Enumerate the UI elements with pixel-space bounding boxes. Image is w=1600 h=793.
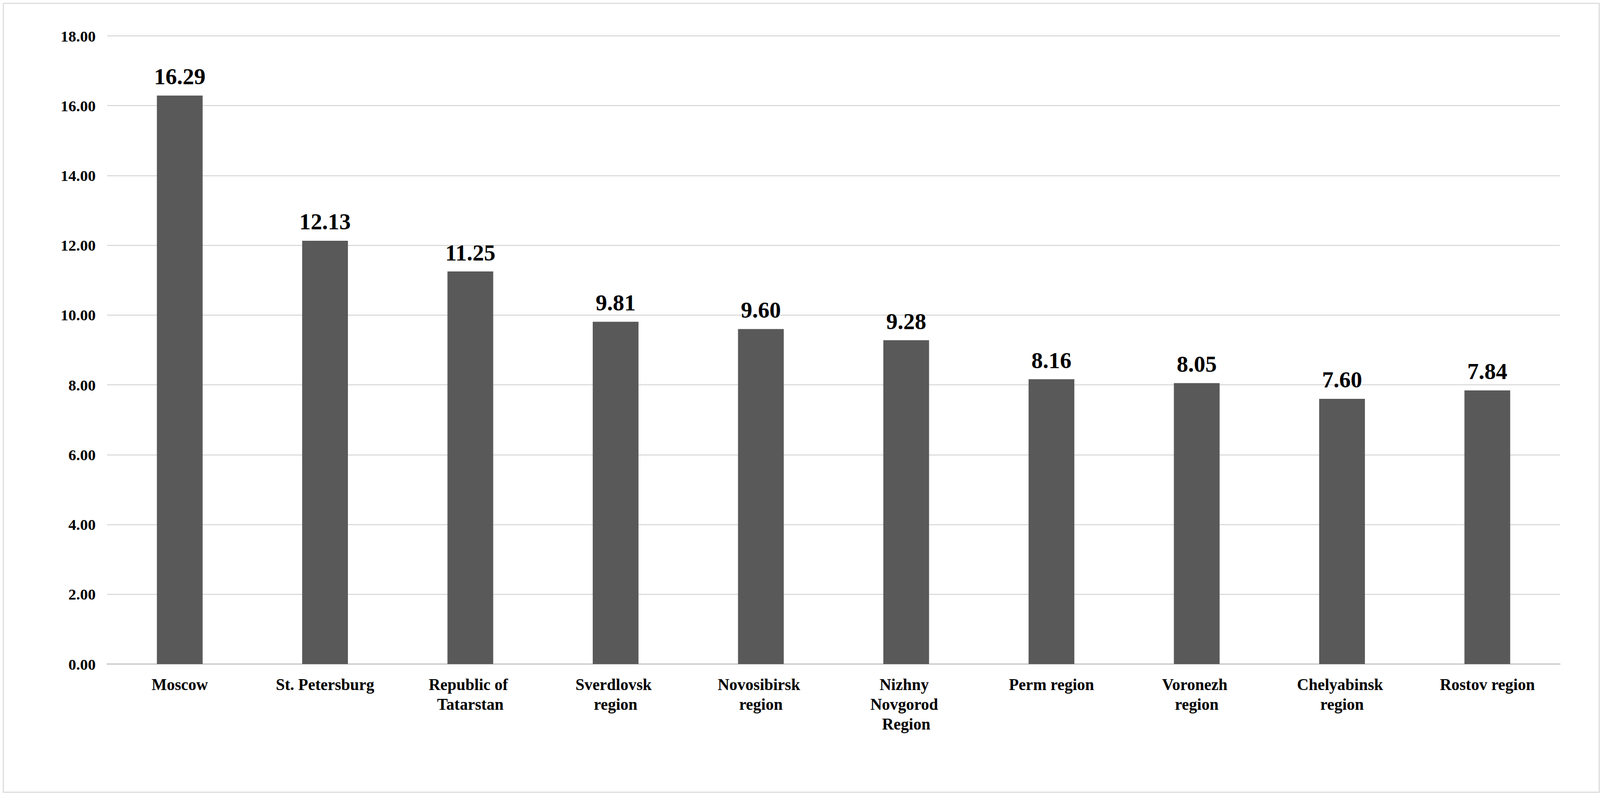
svg-text:Perm region: Perm region xyxy=(1008,675,1095,694)
svg-text:6.00: 6.00 xyxy=(68,446,97,464)
svg-text:7.84: 7.84 xyxy=(1467,358,1508,385)
svg-text:8.05: 8.05 xyxy=(1176,351,1217,377)
svg-text:16.29: 16.29 xyxy=(153,63,206,90)
svg-text:2.00: 2.00 xyxy=(68,585,97,603)
svg-text:Voronezh: Voronezh xyxy=(1162,675,1232,694)
svg-text:Sverdlovsk: Sverdlovsk xyxy=(575,675,656,694)
svg-text:region: region xyxy=(1320,695,1364,714)
svg-text:region: region xyxy=(593,695,638,714)
svg-text:9.28: 9.28 xyxy=(886,308,927,335)
svg-text:Novgorod: Novgorod xyxy=(870,695,943,714)
svg-text:9.81: 9.81 xyxy=(595,290,636,316)
svg-text:11.25: 11.25 xyxy=(445,240,496,266)
svg-text:8.00: 8.00 xyxy=(68,376,97,394)
svg-text:Republic of: Republic of xyxy=(428,675,512,694)
svg-text:St. Petersburg: St. Petersburg xyxy=(275,675,375,694)
svg-text:12.13: 12.13 xyxy=(299,209,351,235)
svg-text:Moscow: Moscow xyxy=(151,675,208,694)
svg-text:Chelyabinsk: Chelyabinsk xyxy=(1296,675,1387,694)
svg-text:0.00: 0.00 xyxy=(68,655,97,673)
svg-text:Novosibirsk: Novosibirsk xyxy=(717,675,804,694)
svg-text:18.00: 18.00 xyxy=(60,27,97,45)
svg-text:14.00: 14.00 xyxy=(60,166,97,185)
svg-text:region: region xyxy=(1175,695,1219,714)
svg-text:7.60: 7.60 xyxy=(1321,367,1362,393)
svg-text:Nizhny: Nizhny xyxy=(879,675,933,694)
svg-text:8.16: 8.16 xyxy=(1031,347,1072,374)
svg-text:10.00: 10.00 xyxy=(60,306,97,324)
svg-text:16.00: 16.00 xyxy=(60,97,97,115)
svg-text:Tatarstan: Tatarstan xyxy=(436,695,504,714)
svg-text:Rostov region: Rostov region xyxy=(1439,675,1536,694)
svg-text:4.00: 4.00 xyxy=(68,515,97,533)
svg-text:Region: Region xyxy=(881,714,931,734)
svg-text:9.60: 9.60 xyxy=(740,297,782,323)
svg-text:12.00: 12.00 xyxy=(60,236,97,254)
svg-text:region: region xyxy=(738,695,783,714)
